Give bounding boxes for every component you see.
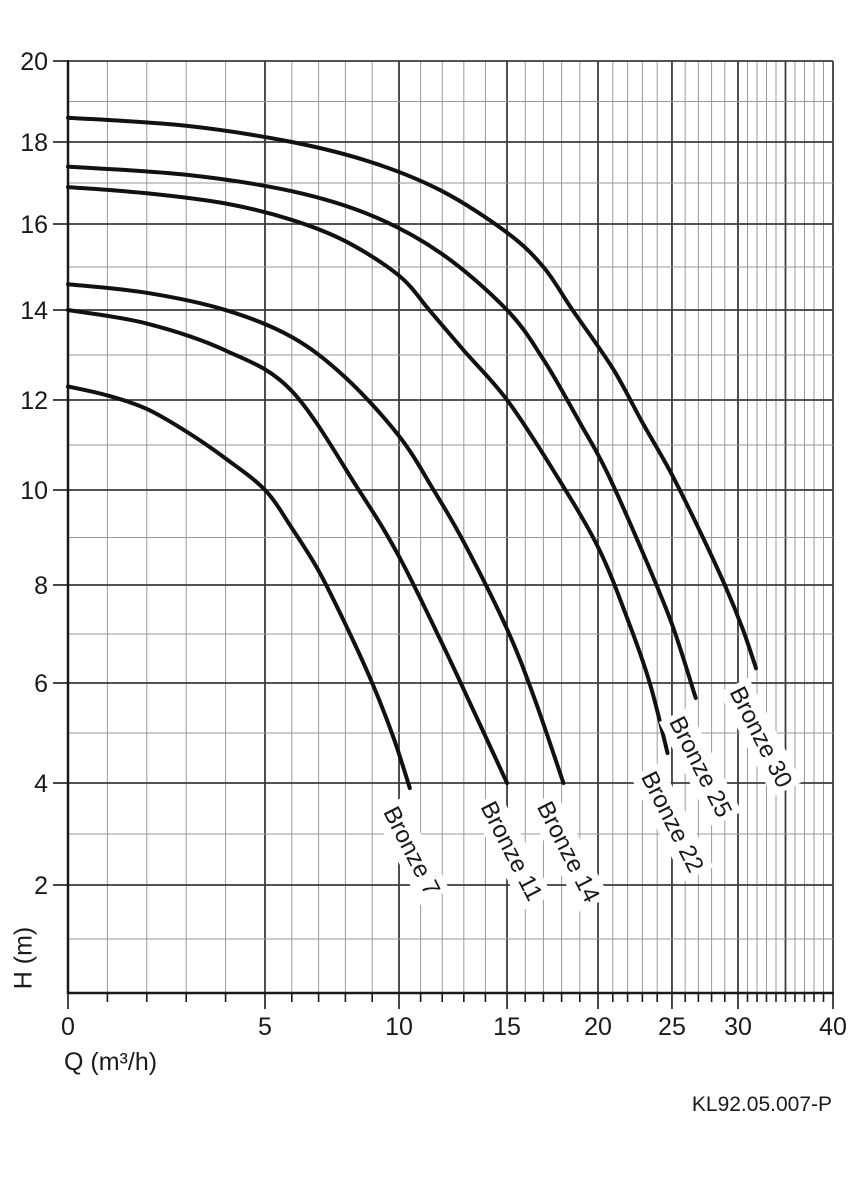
- curve-label-background: [630, 762, 714, 882]
- curve-bronze-30: [66, 115, 759, 671]
- y-tick-label: 20: [20, 48, 48, 76]
- curve-label-bronze-30: Bronze 30: [724, 682, 798, 792]
- y-tick-label: 10: [20, 477, 48, 505]
- x-tick-label: 20: [584, 1013, 612, 1041]
- x-tick-label: 25: [658, 1013, 686, 1041]
- curve-bronze-7: [66, 384, 412, 791]
- curve-label-background: [719, 677, 802, 798]
- y-tick-label: 12: [20, 387, 48, 415]
- y-axis-title: H (m): [9, 926, 38, 990]
- curve-label-background: [470, 792, 553, 911]
- curve-bronze-22: [66, 185, 670, 756]
- document-code: KL92.05.007-P: [691, 1093, 832, 1116]
- y-tick-label: 6: [34, 670, 48, 698]
- y-tick-label: 18: [20, 129, 48, 157]
- x-tick-label: 15: [493, 1013, 521, 1041]
- y-tick-label: 2: [34, 872, 48, 900]
- y-tick-label: 14: [20, 297, 48, 325]
- curve-label-group: Bronze 7: [373, 797, 450, 905]
- curve-label-background: [658, 707, 742, 827]
- x-tick-label: 10: [385, 1013, 413, 1041]
- x-tick-label: 40: [819, 1013, 847, 1041]
- x-tick-label: 5: [258, 1013, 272, 1041]
- curve-label-background: [373, 797, 450, 905]
- y-tick-label: 4: [34, 770, 48, 798]
- curve-bronze-14: [66, 282, 566, 786]
- curve-label-group: Bronze 30: [719, 677, 802, 798]
- x-tick-label: 30: [724, 1013, 752, 1041]
- y-tick-label: 8: [34, 572, 48, 600]
- curve-bronze-11: [66, 308, 510, 786]
- curve-label-background: [526, 792, 610, 912]
- y-tick-label: 16: [20, 211, 48, 239]
- x-tick-label: 0: [61, 1013, 75, 1041]
- curve-bronze-25: [66, 164, 698, 701]
- x-axis-title: Q (m³/h): [64, 1048, 158, 1076]
